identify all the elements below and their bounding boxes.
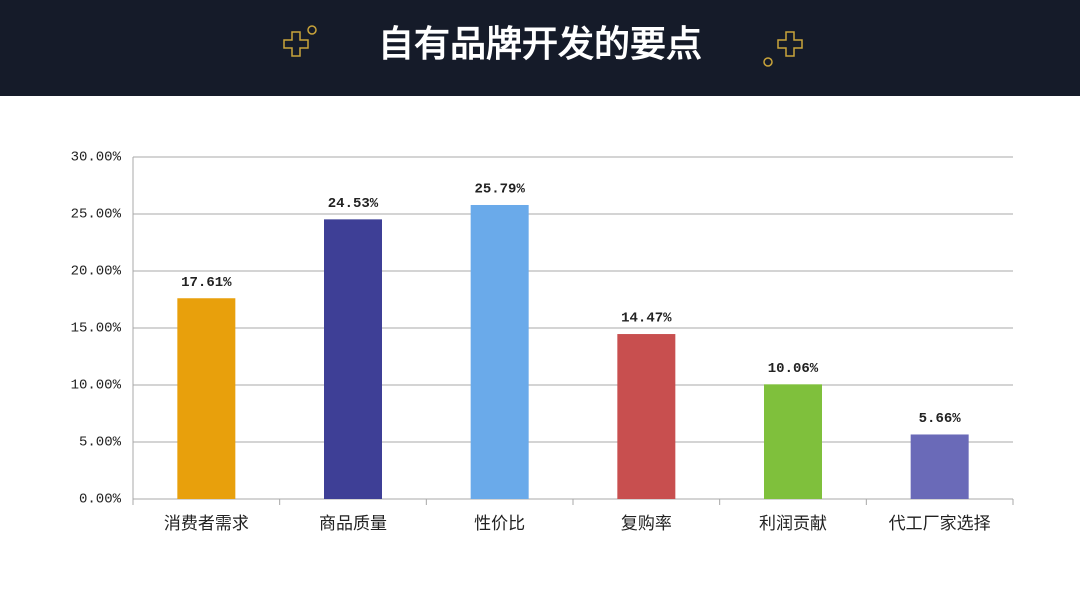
y-tick-label: 0.00% (79, 492, 122, 508)
bar (764, 384, 822, 499)
value-label: 5.66% (919, 411, 962, 427)
x-tick-label: 代工厂家选择 (889, 514, 991, 534)
chart-title: 自有品牌开发的要点 (378, 24, 702, 65)
header-band (0, 0, 1080, 96)
bar (470, 204, 529, 499)
bar (617, 334, 676, 499)
y-tick-label: 20.00% (71, 264, 122, 280)
bar (177, 298, 236, 499)
header-ornament (283, 25, 803, 67)
x-tick-label: 利润贡献 (759, 514, 827, 534)
y-tick-label: 25.00% (71, 207, 122, 223)
value-label: 25.79% (474, 182, 525, 198)
value-label: 24.53% (328, 196, 379, 212)
value-label: 14.47% (621, 311, 672, 327)
y-tick-label: 5.00% (79, 435, 122, 451)
x-tick-label: 商品质量 (319, 514, 387, 534)
bar (324, 219, 382, 499)
value-label: 10.06% (768, 361, 819, 377)
x-tick-label: 消费者需求 (164, 514, 249, 534)
x-tick-label: 性价比 (474, 514, 525, 534)
y-tick-label: 10.00% (71, 378, 122, 394)
y-tick-label: 15.00% (71, 321, 122, 337)
bar (910, 434, 969, 499)
x-tick-label: 复购率 (621, 514, 672, 534)
value-label: 17.61% (181, 275, 232, 291)
y-tick-label: 30.00% (71, 150, 122, 166)
